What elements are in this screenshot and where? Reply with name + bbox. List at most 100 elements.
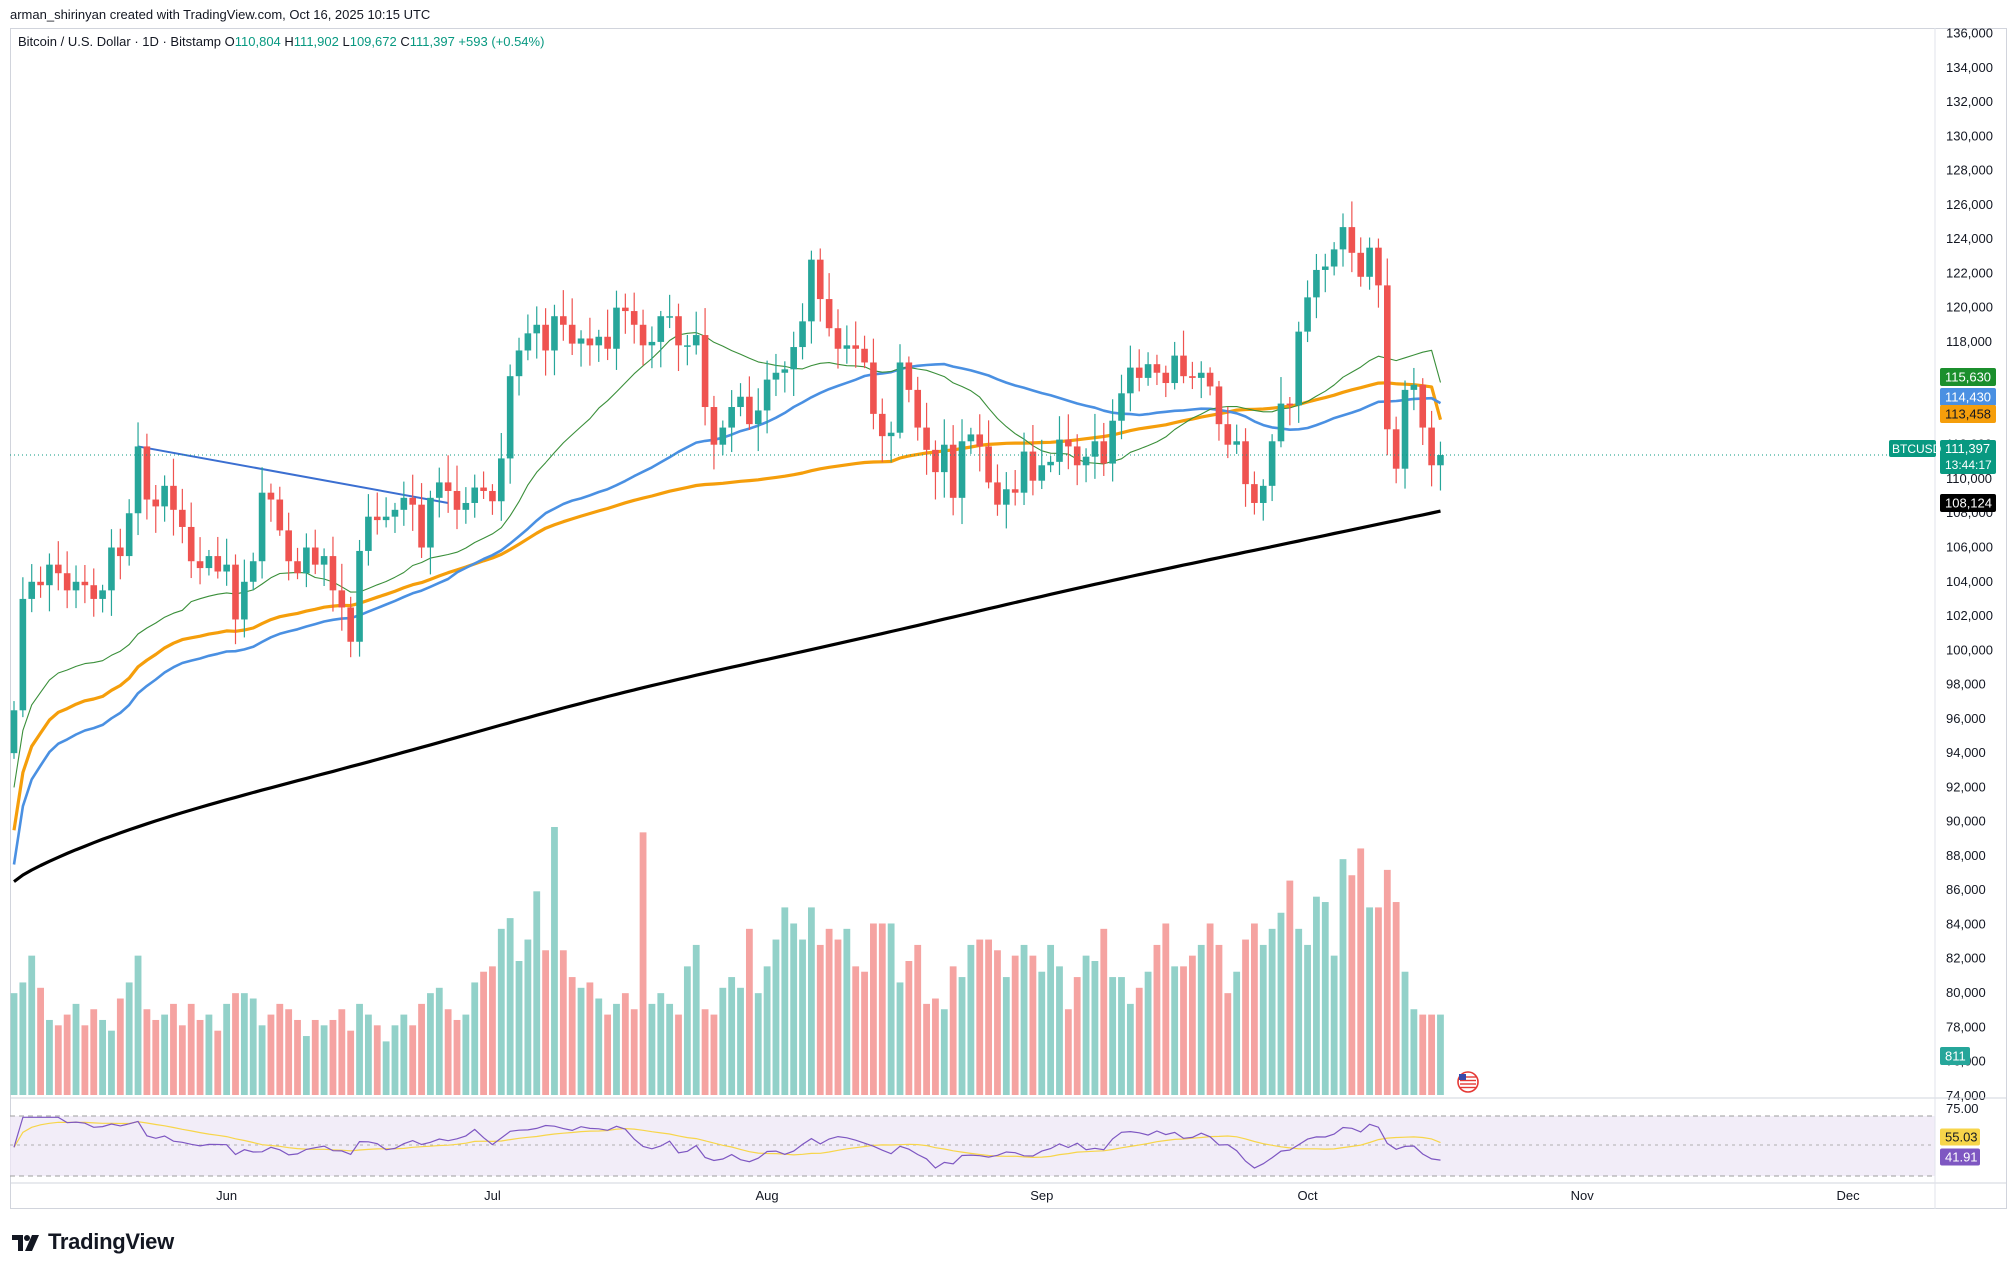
candle-body [249,561,257,582]
volume-bar [28,955,36,1095]
candle-body [958,441,966,498]
candle-body [498,458,505,502]
y-tick-label: 96,000 [1946,711,1986,726]
volume-bar [1392,902,1400,1095]
symbol-legend[interactable]: Bitcoin / U.S. Dollar · 1D · Bitstamp O1… [18,34,544,49]
sma100-line [12,381,1443,831]
volume-bar [852,966,860,1095]
trendline[interactable] [137,445,449,504]
volume-bar [542,950,549,1095]
volume-bar [1268,928,1276,1095]
sma20-label: 115,630 [1940,368,1996,386]
candle-body [1401,389,1409,469]
y-tick-label: 74,000 [1946,1088,1986,1103]
candle-body [1304,297,1311,332]
volume-bar [524,939,532,1095]
volume-bar [613,1003,620,1095]
candle-body [861,348,868,363]
candle-body [1286,403,1294,406]
volume-bar [1047,944,1055,1095]
volume-bar [285,1009,293,1095]
candle-body [754,410,762,425]
candle-body [258,492,266,562]
candle-body [887,432,895,437]
candle-body [46,564,53,586]
candle-body [1277,403,1285,442]
candle-body [1162,372,1170,384]
candle-body [1082,456,1090,466]
volume-bar [1313,896,1320,1095]
candle-body [108,547,115,591]
volume-bar [72,1003,80,1095]
candle-body [1127,367,1134,394]
volume-bar [1295,928,1303,1095]
x-tick-label: Jul [484,1188,501,1203]
candle-body [1038,465,1046,481]
volume-bar [887,923,895,1095]
volume-bar [223,1003,231,1095]
candle-body [852,345,859,349]
y-tick-label: 118,000 [1946,334,1992,349]
candle-body [28,581,36,599]
change-value: +593 (+0.54%) [458,34,545,49]
volume-bar [81,1025,89,1095]
volume-bar [10,993,18,1095]
candle-body [63,573,71,591]
y-tick-label: 98,000 [1946,677,1986,692]
volume-bar [161,1014,169,1095]
volume-bar [116,998,124,1095]
volume-bar [639,832,647,1095]
volume-bar [338,1009,346,1095]
volume-bar [923,1003,930,1095]
volume-bar [878,923,886,1095]
volume-bar [1357,848,1365,1095]
volume-bar [861,971,868,1095]
candle-body [941,444,948,473]
volume-bar [1064,1009,1072,1095]
candle-body [976,434,984,447]
volume-bar [728,977,736,1095]
candle-body [125,513,133,557]
candle-body [772,372,780,380]
candle-body [1428,427,1435,466]
rsi-value-label: 41.91 [1940,1148,1980,1166]
volume-bar [896,982,904,1095]
rsi-band [10,1116,1935,1176]
volume-label: 811 [1940,1047,1970,1065]
volume-bar [816,944,824,1095]
low-label: L [342,34,350,49]
volume-bar [187,1003,195,1095]
candle-body [1171,355,1178,384]
candle-body [1197,372,1205,378]
svg-text:114,430: 114,430 [1945,390,1991,405]
candle-body [648,341,656,346]
volume-bar [232,993,239,1095]
candle-body [630,311,638,325]
candle-body [1419,384,1427,428]
volume-bar [745,928,753,1095]
candle-body [1206,372,1214,387]
svg-text:BTCUSD: BTCUSD [1892,442,1942,456]
candle-body [781,369,789,373]
candle-body [444,482,452,491]
volume-bar [914,944,922,1095]
y-tick-label: 132,000 [1946,94,1993,109]
candle-body [896,362,904,433]
candle-body [1313,269,1320,298]
volume-bar [1242,939,1249,1095]
volume-bar [54,1025,62,1095]
us-flag-event-icon[interactable] [1457,1071,1479,1093]
volume-bar [604,1014,612,1095]
candle-body [1375,247,1382,286]
x-tick-label: Aug [756,1188,779,1203]
candle-body [19,598,27,711]
svg-text:115,630: 115,630 [1945,370,1991,385]
volume-bar [1011,955,1019,1095]
candle-body [232,564,239,620]
candle-body [241,581,248,620]
volume-bar [1029,955,1037,1095]
volume-bar [808,907,815,1095]
candle-body [267,492,275,500]
header-credit: arman_shirinyan created with TradingView… [10,7,431,22]
